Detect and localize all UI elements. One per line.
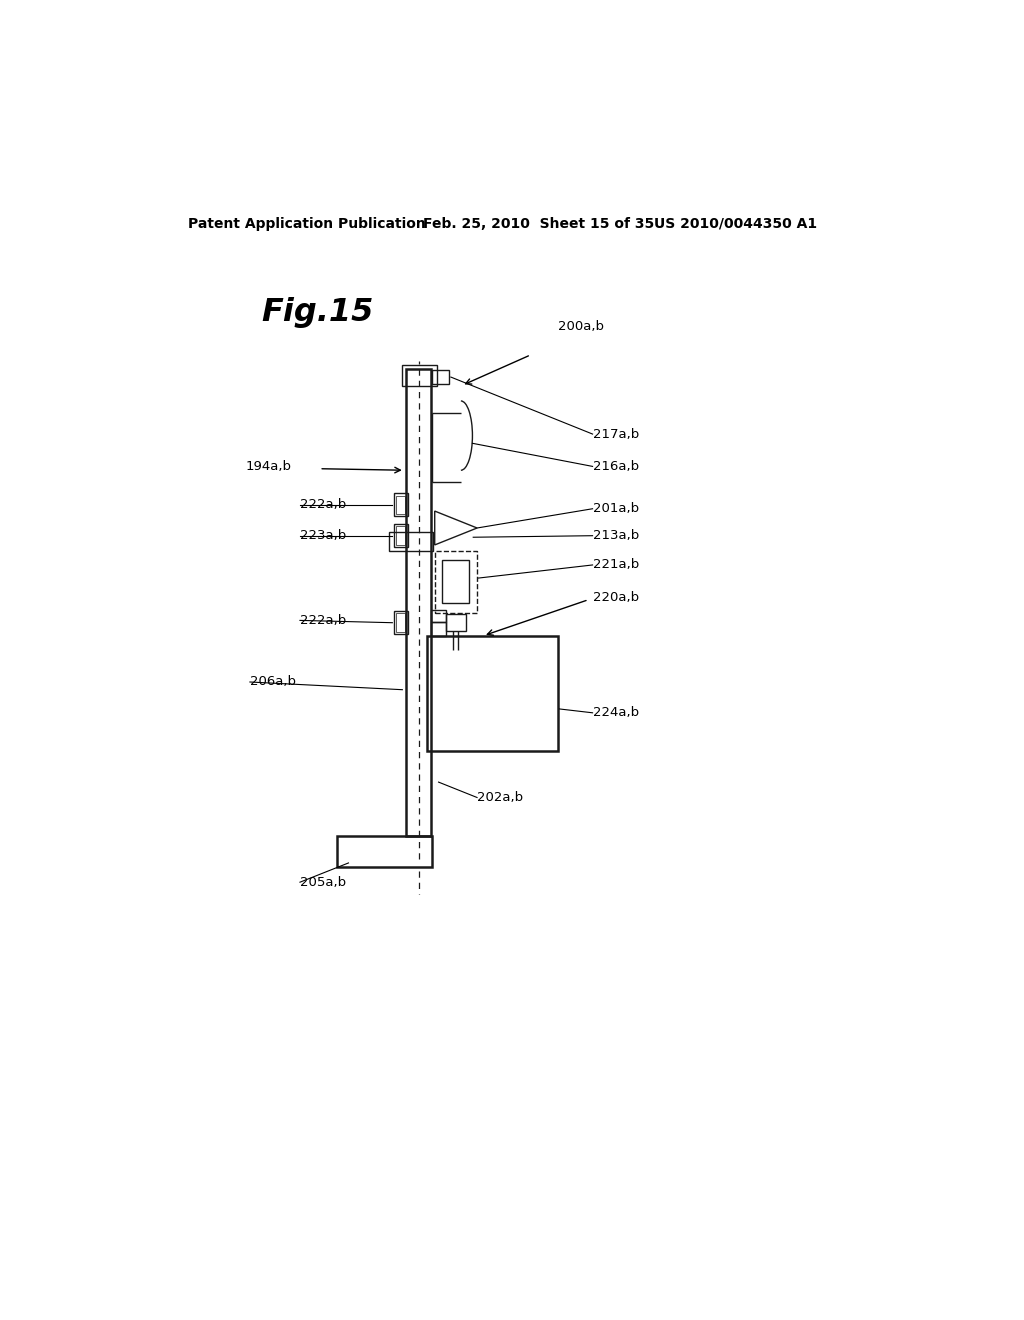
Bar bbox=[396, 496, 406, 515]
Bar bbox=[394, 524, 408, 548]
Bar bbox=[442, 560, 469, 603]
Text: 221a,b: 221a,b bbox=[593, 558, 639, 572]
Text: 194a,b: 194a,b bbox=[246, 459, 292, 473]
Bar bbox=[396, 614, 406, 632]
Bar bbox=[396, 527, 406, 545]
Bar bbox=[389, 532, 433, 552]
Bar bbox=[407, 368, 431, 836]
Text: 213a,b: 213a,b bbox=[593, 529, 639, 543]
Text: Feb. 25, 2010  Sheet 15 of 35: Feb. 25, 2010 Sheet 15 of 35 bbox=[423, 216, 654, 231]
Bar bbox=[394, 611, 408, 635]
Text: 201a,b: 201a,b bbox=[593, 502, 639, 515]
Text: 223a,b: 223a,b bbox=[300, 529, 346, 543]
Bar bbox=[431, 622, 446, 636]
Text: 202a,b: 202a,b bbox=[477, 791, 523, 804]
Text: 216a,b: 216a,b bbox=[593, 459, 639, 473]
Bar bbox=[394, 494, 408, 516]
Text: 206a,b: 206a,b bbox=[250, 676, 296, 689]
Bar bbox=[402, 364, 437, 385]
Text: US 2010/0044350 A1: US 2010/0044350 A1 bbox=[654, 216, 817, 231]
Text: 222a,b: 222a,b bbox=[300, 614, 346, 627]
Text: 217a,b: 217a,b bbox=[593, 428, 639, 441]
Text: Fig.15: Fig.15 bbox=[261, 297, 374, 327]
Text: 205a,b: 205a,b bbox=[300, 875, 346, 888]
Text: Patent Application Publication: Patent Application Publication bbox=[188, 216, 426, 231]
Bar bbox=[432, 370, 450, 384]
Bar bbox=[446, 614, 466, 631]
Bar bbox=[431, 610, 446, 622]
Bar bbox=[427, 636, 558, 751]
Text: 200a,b: 200a,b bbox=[558, 319, 604, 333]
Bar bbox=[337, 836, 432, 867]
Text: 224a,b: 224a,b bbox=[593, 706, 639, 719]
Text: 220a,b: 220a,b bbox=[593, 591, 639, 603]
Text: 222a,b: 222a,b bbox=[300, 499, 346, 511]
Bar bbox=[435, 552, 477, 612]
